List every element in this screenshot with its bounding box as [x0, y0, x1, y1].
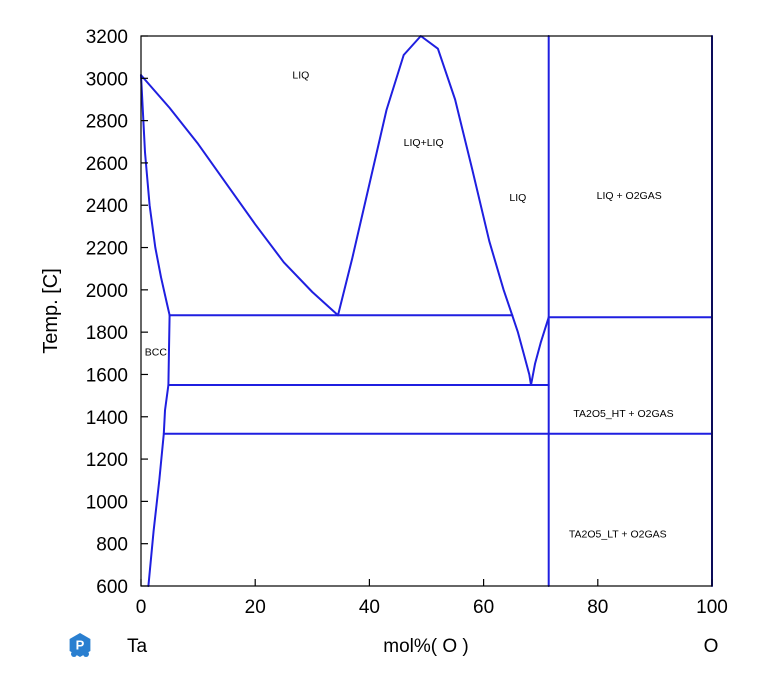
- y-tick-label: 3200: [86, 27, 128, 48]
- left-component-label: Ta: [127, 636, 148, 657]
- y-tick-label: 600: [96, 577, 128, 598]
- region-labels: LIQ LIQ+LIQ LIQ LIQ + O2GAS BCC TA2O5_HT + O2…: [145, 69, 674, 540]
- y-tick-label: 2000: [86, 281, 128, 302]
- app-logo-icon: P: [69, 633, 91, 657]
- plot-frame: [140, 35, 713, 587]
- region-label: LIQ+LIQ: [404, 137, 444, 149]
- right-component-label: O: [704, 636, 719, 657]
- y-tick-label: 800: [96, 535, 128, 556]
- x-tick-label: 40: [359, 597, 380, 618]
- x-tick-label: 0: [136, 597, 147, 618]
- region-label: TA2O5_LT + O2GAS: [569, 528, 667, 540]
- phase-line-bcc-solvus-upper: [140, 74, 171, 317]
- region-label: BCC: [145, 346, 168, 358]
- y-tick-label: 3000: [86, 69, 128, 90]
- x-tick-label: 60: [473, 597, 494, 618]
- region-label: TA2O5_HT + O2GAS: [573, 408, 673, 420]
- y-tick-label: 2200: [86, 239, 128, 260]
- y-tick-label: 1000: [86, 492, 128, 513]
- x-tick-label: 20: [245, 597, 266, 618]
- y-tick-label: 2600: [86, 154, 128, 175]
- axis-ticks: 6008001000120014001600180020002200240026…: [86, 27, 728, 618]
- y-tick-label: 1200: [86, 450, 128, 471]
- x-tick-label: 80: [587, 597, 608, 618]
- y-tick-label: 1400: [86, 408, 128, 429]
- y-tick-label: 1800: [86, 323, 128, 344]
- x-axis-title: mol%( O ): [383, 636, 469, 657]
- region-label: LIQ + O2GAS: [597, 190, 662, 202]
- y-tick-label: 2400: [86, 196, 128, 217]
- y-tick-label: 2800: [86, 112, 128, 133]
- x-tick-label: 100: [696, 597, 728, 618]
- phase-boundary-lines: [140, 35, 713, 587]
- y-axis-title: Temp. [C]: [40, 268, 62, 354]
- phase-line-liquidus-right-high: [530, 316, 550, 386]
- svg-text:P: P: [76, 638, 85, 653]
- phase-line-liquidus-right-low: [511, 314, 532, 386]
- phase-line-miscibility-gap: [337, 35, 514, 317]
- phase-line-bcc-solvus-lower: [147, 314, 171, 587]
- region-label: LIQ: [509, 192, 526, 204]
- region-label: LIQ: [292, 69, 309, 81]
- y-tick-label: 1600: [86, 365, 128, 386]
- phase-line-liquidus-left: [140, 74, 339, 317]
